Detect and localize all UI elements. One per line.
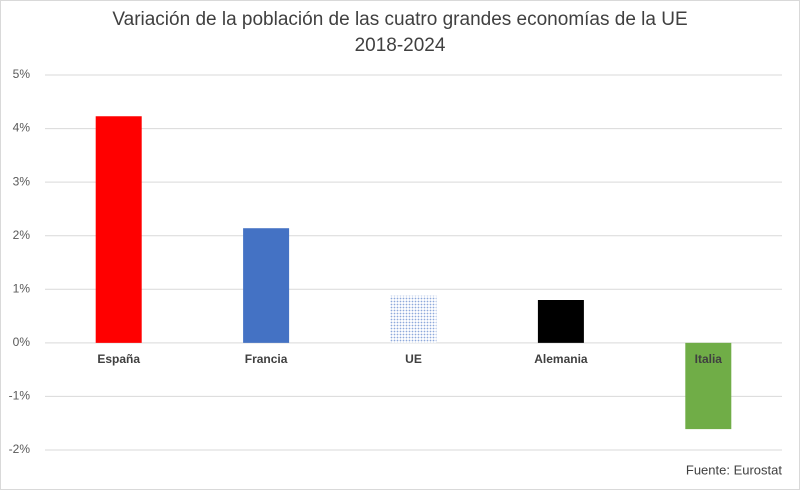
source-note: Fuente: Eurostat — [686, 462, 782, 477]
x-tick-label: España — [97, 352, 140, 366]
bar — [390, 295, 437, 343]
bar — [243, 228, 290, 343]
y-tick-label: 4% — [13, 121, 31, 135]
bar — [685, 342, 732, 430]
y-tick-label: 3% — [13, 174, 31, 188]
x-tick-label: Italia — [695, 352, 723, 366]
y-tick-label: 5% — [13, 67, 31, 81]
bar — [537, 300, 584, 343]
y-tick-label: 1% — [13, 281, 31, 295]
chart-subtitle: 2018-2024 — [355, 35, 446, 56]
x-tick-label: Alemania — [534, 352, 588, 366]
y-tick-label: -2% — [9, 442, 31, 456]
x-tick-label: Francia — [245, 352, 288, 366]
y-tick-label: 2% — [13, 228, 31, 242]
y-tick-label: 0% — [13, 335, 31, 349]
x-tick-label: UE — [405, 352, 422, 366]
bar — [95, 116, 142, 343]
y-tick-label: -1% — [9, 389, 31, 403]
chart-title: Variación de la población de las cuatro … — [112, 9, 687, 30]
